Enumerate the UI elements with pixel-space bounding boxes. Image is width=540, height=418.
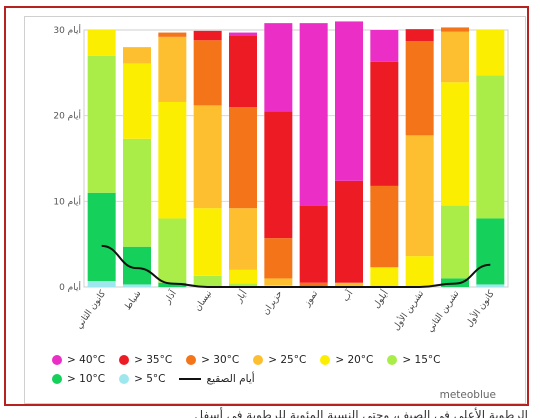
bar-segment <box>229 269 257 284</box>
bar-segment <box>158 218 187 283</box>
bar-segment <box>123 47 151 64</box>
bar-segment <box>193 208 222 276</box>
x-tick-label: تشرين الأول <box>390 287 427 332</box>
x-tick-label: حزيران <box>261 289 285 317</box>
bar-segment <box>229 107 257 209</box>
bar-segment <box>335 21 363 181</box>
bar-segment <box>229 35 257 108</box>
legend-item: > 40°C <box>52 354 105 366</box>
x-tick-label: تشرين الثاني <box>425 289 461 335</box>
legend: > 40°C > 35°C > 30°C > 25°C > 20°C > 15°C > 1… <box>52 350 492 388</box>
legend-item: > 20°C <box>320 354 373 366</box>
legend-label: أيام الصقيع <box>206 372 255 385</box>
x-tick-label: نيسان <box>193 289 214 313</box>
bar-segment <box>264 111 293 239</box>
footer-text: الرطوبة الأعلى في الصيف، وحتى النسبة الم… <box>194 408 528 418</box>
legend-label: > 30°C <box>201 353 240 366</box>
bar-segment <box>193 105 222 209</box>
y-tick-label: 10 أيام <box>53 195 81 207</box>
legend-label: > 10°C <box>67 372 106 385</box>
bar-segment <box>123 284 151 287</box>
legend-swatch <box>320 354 331 365</box>
legend-item: > 25°C <box>253 354 306 366</box>
legend-swatch <box>387 354 398 365</box>
legend-item: > 35°C <box>119 354 172 366</box>
legend-label: > 35°C <box>134 353 173 366</box>
legend-swatch <box>253 354 264 365</box>
bar-segment <box>335 282 363 287</box>
bar-segment <box>158 282 187 287</box>
bar-segment <box>158 32 187 37</box>
bar-segment <box>87 192 116 282</box>
legend-item: > 15°C <box>387 354 440 366</box>
bar-segment <box>299 282 328 287</box>
legend-label: > 40°C <box>67 353 106 366</box>
x-tick-label: كانون الأول <box>463 287 497 329</box>
legend-label: > 5°C <box>134 372 166 385</box>
bar-segment <box>370 61 399 186</box>
bar-segment <box>299 205 328 283</box>
bar-segment <box>405 256 434 287</box>
bar-segment <box>193 30 222 41</box>
bar-segment <box>441 205 469 279</box>
bar-segment <box>441 82 469 206</box>
bar-segment <box>158 36 187 102</box>
legend-label: > 15°C <box>402 353 441 366</box>
legend-swatch <box>186 354 197 365</box>
y-tick-label: 0 أيام <box>59 281 81 293</box>
bar-segment <box>441 31 469 83</box>
legend-swatch <box>52 354 62 365</box>
bar-segment <box>476 75 505 219</box>
bar-segment <box>370 30 399 62</box>
legend-label: > 25°C <box>268 353 307 366</box>
bar-segment <box>193 40 222 106</box>
bar-segment <box>193 275 222 287</box>
x-tick-label: شباط <box>123 289 143 312</box>
bar-segment <box>405 41 434 136</box>
x-tick-label: آب <box>339 287 355 303</box>
bar-segment <box>299 23 328 206</box>
brand-label: meteoblue <box>439 389 496 401</box>
bar-segment <box>87 281 116 287</box>
y-tick-label: 30 أيام <box>53 24 81 36</box>
x-tick-label: تموز <box>302 289 321 310</box>
legend-swatch <box>119 373 130 384</box>
legend-item: أيام الصقيع <box>179 372 255 385</box>
bar-segment <box>229 208 257 270</box>
bar-segment <box>405 29 434 42</box>
bar-segment <box>123 138 151 247</box>
bar-segment <box>264 23 293 112</box>
x-tick-label: أيلول <box>370 288 391 311</box>
y-tick-label: 20 أيام <box>53 110 81 122</box>
bar-segment <box>441 27 469 32</box>
legend-swatch <box>52 373 62 384</box>
legend-line-swatch <box>179 377 202 380</box>
bar-segment <box>123 63 151 139</box>
legend-item: > 30°C <box>186 354 239 366</box>
x-tick-label: آذار <box>161 287 179 306</box>
bar-segment <box>87 30 116 56</box>
bar-segment <box>335 180 363 283</box>
x-tick-label: أيار <box>232 288 249 306</box>
frost-days-line <box>101 244 491 288</box>
bar-segment <box>476 218 505 285</box>
legend-item: > 10°C <box>52 373 105 385</box>
bar-segment <box>370 185 399 268</box>
bar-segment <box>476 284 505 287</box>
bar-segment <box>476 30 505 76</box>
legend-swatch <box>119 354 130 365</box>
bar-segment <box>405 135 434 257</box>
x-tick-label: كانون الثاني <box>74 288 108 331</box>
outer-frame <box>4 6 529 406</box>
bar-segment <box>264 278 293 286</box>
bar-segment <box>87 55 116 193</box>
bar-segment <box>229 283 257 287</box>
legend-label: > 20°C <box>335 353 374 366</box>
bar-segment <box>229 32 257 36</box>
bar-segment <box>158 101 187 219</box>
bar-segment <box>264 238 293 279</box>
bar-segment <box>370 267 399 287</box>
legend-item: > 5°C <box>119 373 165 385</box>
